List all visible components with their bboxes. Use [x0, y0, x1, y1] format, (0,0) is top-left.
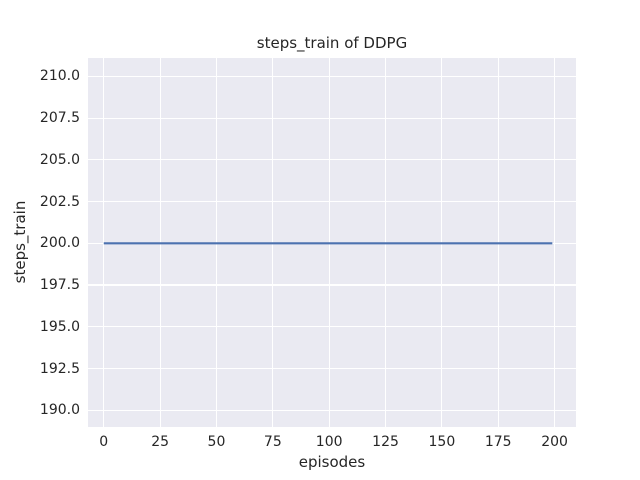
x-tick-label: 0	[99, 434, 109, 450]
gridline-horizontal	[88, 409, 576, 411]
y-tick-label: 210.0	[39, 68, 80, 85]
x-tick-label: 150	[428, 434, 456, 450]
x-tick-label: 125	[372, 434, 399, 450]
gridline-horizontal	[88, 117, 576, 119]
gridline-horizontal	[88, 159, 576, 161]
x-tick-label: 50	[207, 434, 226, 450]
series-layer	[103, 242, 553, 245]
gridline-horizontal	[88, 284, 576, 286]
x-tick-label: 75	[263, 434, 282, 450]
x-tick-label: 25	[151, 434, 170, 450]
y-tick-label: 205.0	[39, 151, 80, 168]
plot-area	[88, 58, 576, 427]
gridline-vertical	[553, 58, 556, 427]
x-tick-label: 175	[484, 434, 512, 450]
x-axis-label: episodes	[298, 453, 366, 471]
x-tick-label: 200	[541, 434, 568, 450]
y-tick-label: 197.5	[39, 277, 80, 294]
y-tick-label: 200.0	[39, 235, 80, 252]
x-tick-label: 100	[315, 434, 343, 450]
chart-title: steps_train of DDPG	[256, 34, 408, 52]
gridline-horizontal	[88, 326, 576, 328]
y-tick-label: 207.5	[39, 110, 80, 127]
gridline-horizontal	[88, 367, 576, 370]
gridline-vertical	[103, 58, 105, 427]
y-tick-label: 202.5	[39, 193, 80, 210]
y-tick-label: 195.0	[39, 318, 80, 335]
y-axis-label: steps_train	[11, 200, 29, 284]
y-tick-label: 192.5	[39, 360, 80, 377]
y-tick-label: 190.0	[39, 402, 80, 419]
gridline-horizontal	[88, 200, 576, 203]
gridline-horizontal	[88, 75, 576, 77]
